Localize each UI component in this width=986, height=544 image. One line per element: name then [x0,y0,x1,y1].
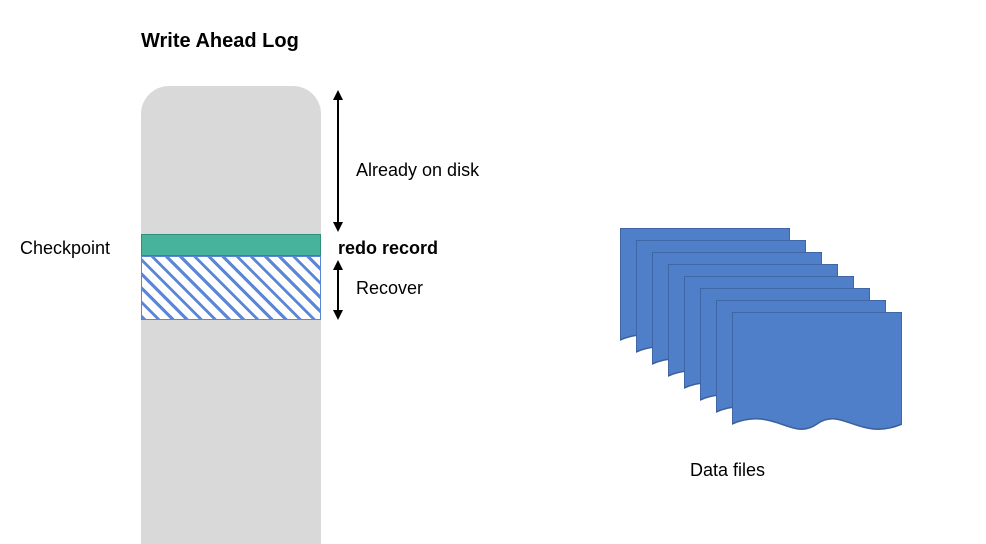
data-file [732,312,902,442]
data-files-stack [0,0,986,544]
